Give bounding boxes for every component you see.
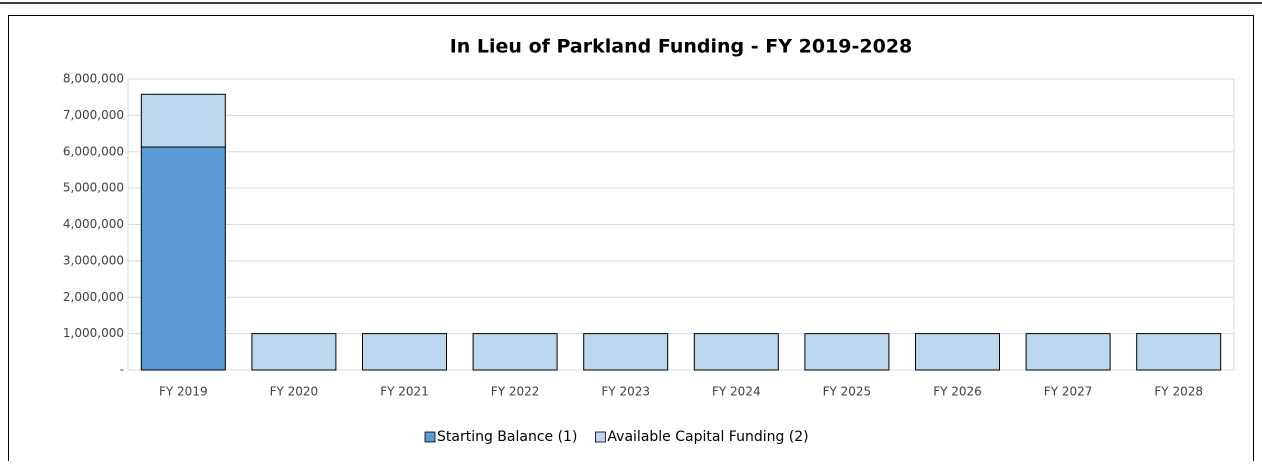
- legend-swatch: [595, 431, 606, 443]
- x-tick-label: FY 2021: [380, 385, 429, 399]
- y-tick-label: 1,000,000: [63, 326, 124, 340]
- y-tick-label: 6,000,000: [63, 144, 124, 158]
- legend-label: Starting Balance (1): [437, 429, 577, 445]
- plot-frame: [127, 78, 1235, 371]
- bar-segment: [140, 93, 226, 148]
- y-tick-label: 3,000,000: [63, 253, 124, 267]
- bar-segment: [915, 333, 1000, 371]
- y-tick-label: 4,000,000: [63, 217, 124, 231]
- x-tick-label: FY 2028: [1154, 385, 1203, 399]
- x-tick-label: FY 2020: [270, 385, 319, 399]
- y-tick-label: -: [120, 363, 124, 377]
- x-tick-label: FY 2019: [159, 385, 208, 399]
- x-tick-label: FY 2025: [823, 385, 872, 399]
- x-tick-label: FY 2026: [933, 385, 982, 399]
- y-tick-label: 5,000,000: [63, 181, 124, 195]
- x-tick-label: FY 2024: [712, 385, 761, 399]
- x-tick-label: FY 2027: [1044, 385, 1093, 399]
- bar-segment: [140, 146, 226, 371]
- y-tick-label: 7,000,000: [63, 108, 124, 122]
- legend-label: Available Capital Funding (2): [607, 429, 808, 445]
- bar-segment: [1025, 333, 1111, 371]
- bar-segment: [251, 333, 337, 371]
- bar-segment: [1136, 333, 1222, 371]
- y-tick-label: 2,000,000: [63, 290, 124, 304]
- x-tick-label: FY 2022: [491, 385, 540, 399]
- chart-title: In Lieu of Parkland Funding - FY 2019-20…: [450, 36, 913, 58]
- chart-frame: [8, 15, 1254, 461]
- legend-swatch: [424, 431, 436, 443]
- bar-segment: [693, 333, 779, 371]
- y-tick-label: 8,000,000: [63, 72, 124, 86]
- x-tick-label: FY 2023: [601, 385, 650, 399]
- bar-segment: [583, 333, 669, 371]
- bar-segment: [804, 333, 890, 371]
- bar-segment: [362, 333, 447, 371]
- bar-segment: [472, 333, 558, 371]
